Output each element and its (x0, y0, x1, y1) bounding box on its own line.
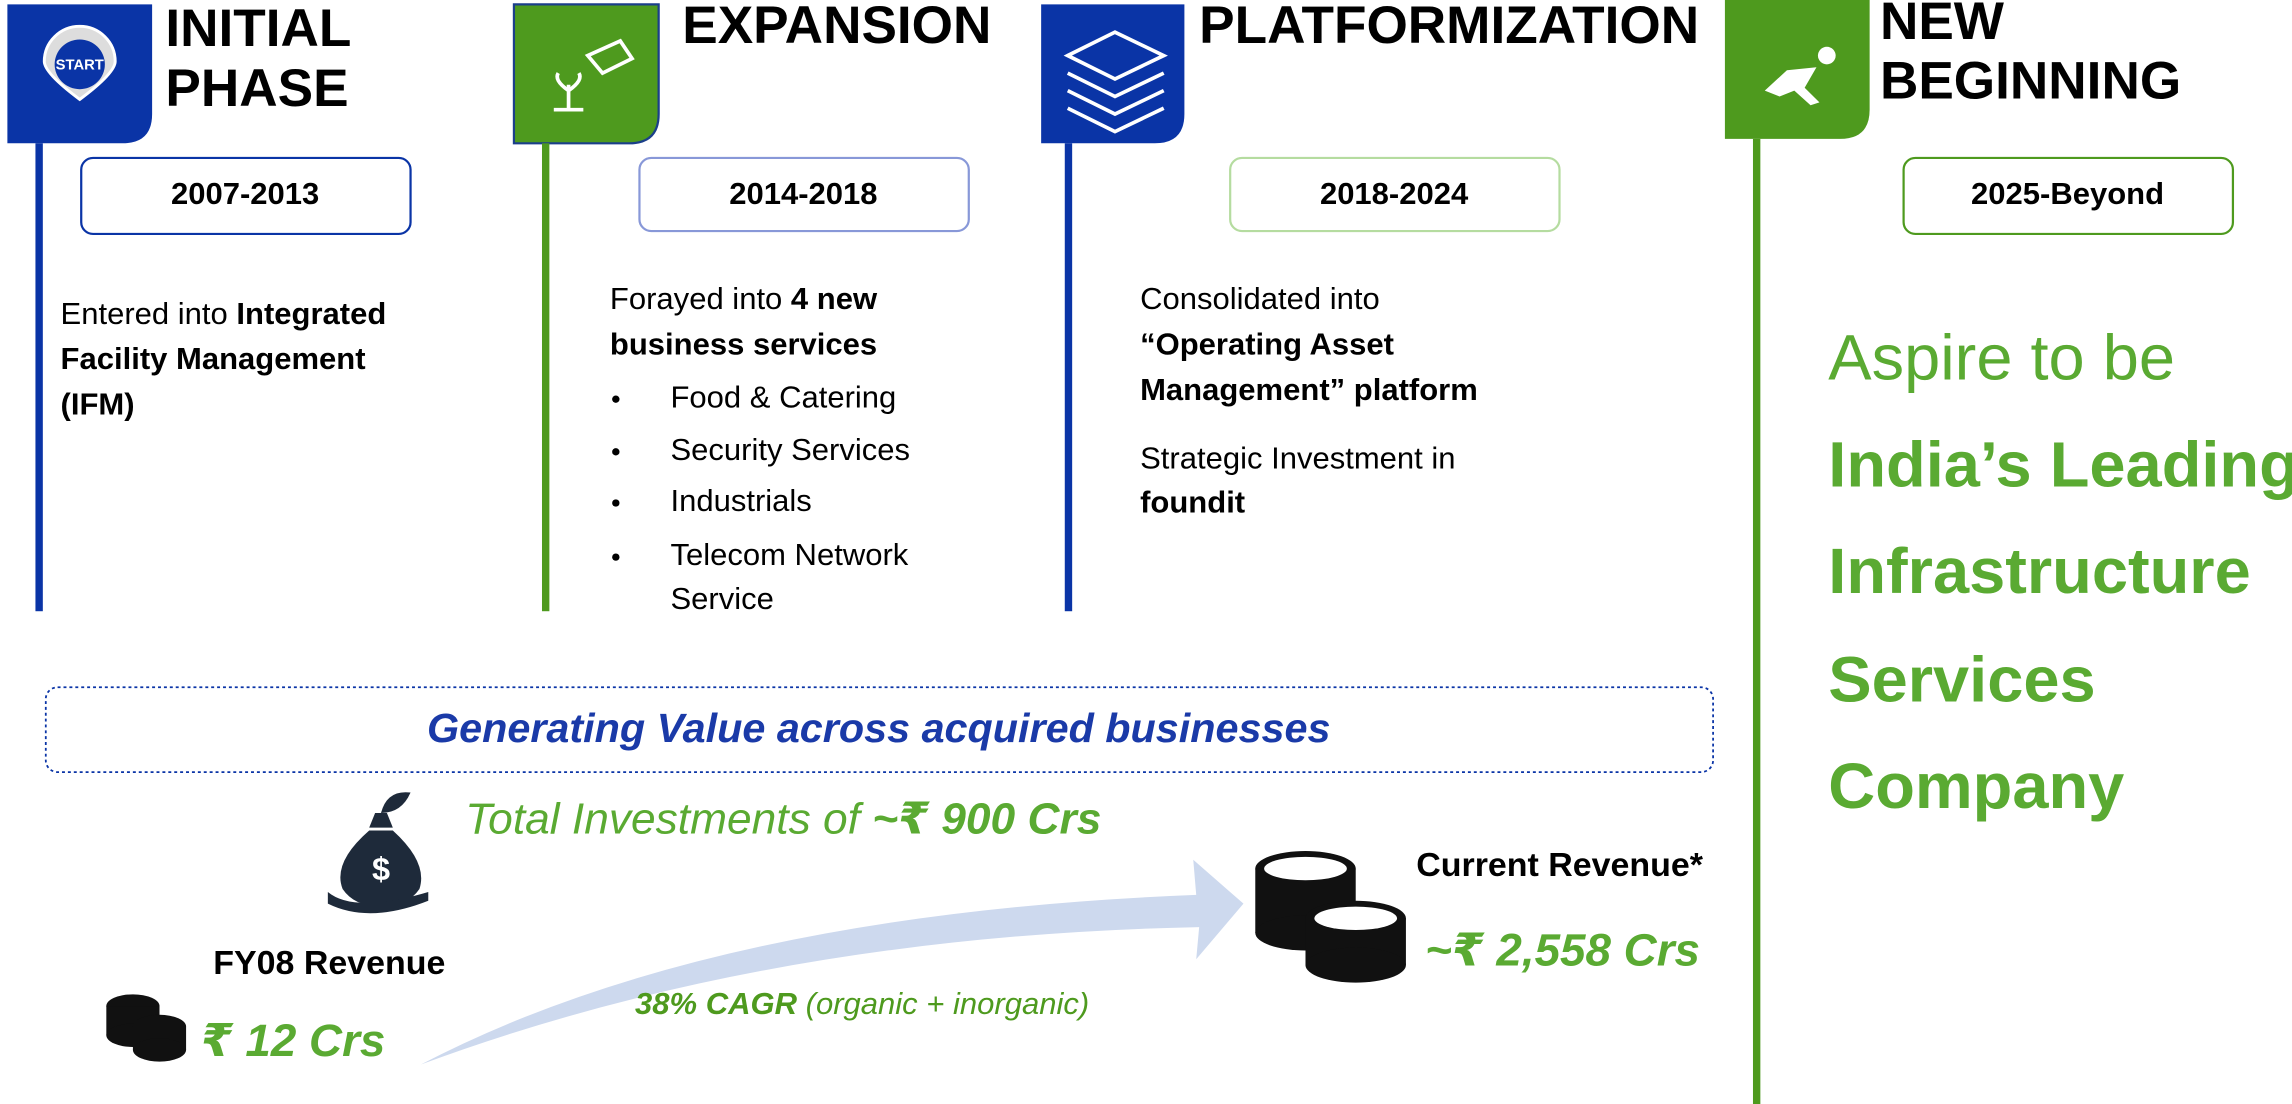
description-bold: 4 new (791, 281, 878, 316)
phase-icon-box (512, 3, 660, 145)
phase-title: PLATFORMIZATION (1199, 0, 1699, 55)
description-bold: “Operating Asset (1140, 327, 1394, 362)
description-line: Consolidated into (1140, 281, 1380, 316)
fy08-value: ₹ 12 Crs (201, 1015, 386, 1066)
investment: Total Investments of ~₹ 900 Crs (465, 795, 1101, 844)
investment-bold: ~₹ 900 Crs (872, 795, 1101, 844)
phase-title: EXPANSION (682, 0, 991, 55)
description-text: Entered into (61, 296, 237, 331)
dollar: $ (372, 851, 390, 887)
bullet-text: Industrials (670, 483, 811, 518)
watering-icon (553, 38, 635, 112)
bullet (612, 499, 620, 507)
description-text: Strategic Investment in (1140, 441, 1455, 476)
description-text: Forayed into (610, 281, 791, 316)
bullet-text: Security Services (670, 432, 910, 467)
cagr-text: (organic + inorganic) (797, 986, 1089, 1021)
description-line: “Operating Asset (1140, 327, 1394, 362)
description-bold: foundit (1140, 485, 1245, 520)
years: 2014-2018 (729, 176, 877, 211)
description-line: Entered into Integrated (61, 296, 387, 331)
phase-line (1752, 138, 1761, 1104)
aspire-text: Aspire to be (1828, 321, 2175, 394)
description-bold: Integrated (236, 296, 386, 331)
aspire-bold: Infrastructure (1828, 534, 2250, 607)
start-circle (54, 39, 105, 90)
runner-icon (1764, 46, 1836, 106)
phase-title: PHASE (165, 59, 348, 118)
description-line: foundit (1140, 485, 1245, 520)
years-box (1229, 156, 1561, 233)
bullet-text: Food & Catering (670, 379, 896, 414)
phase-title: NEW (1880, 0, 2004, 51)
cagr-bold: 38% CAGR (635, 986, 798, 1021)
years: 2007-2013 (171, 176, 319, 211)
years-box (1902, 156, 2235, 236)
coin-face (1314, 906, 1398, 930)
layers-icon (1063, 30, 1168, 134)
years-box (638, 156, 970, 233)
current-label: Current Revenue* (1416, 846, 1704, 884)
coins-small (106, 994, 187, 1062)
phase-icon-box (1041, 4, 1185, 144)
years: 2018-2024 (1320, 176, 1468, 211)
description-line: Forayed into 4 new (610, 281, 878, 316)
banner-box (44, 686, 1714, 773)
current-value: ~₹ 2,558 Crs (1425, 925, 1700, 976)
description-line: business services (610, 327, 877, 362)
fy08-label: FY08 Revenue (213, 944, 445, 982)
cagr: 38% CAGR (organic + inorganic) (635, 986, 1089, 1021)
bullet (612, 395, 620, 403)
description-bold: Management” platform (1140, 372, 1478, 407)
phase-line (1064, 143, 1073, 612)
description-bold: (IFM) (61, 387, 135, 422)
years-box (80, 156, 412, 236)
description-line: Strategic Investment in (1140, 441, 1455, 476)
phase-line (35, 143, 43, 612)
phase-title: BEGINNING (1880, 52, 2181, 111)
icon-text: START (56, 58, 104, 74)
description-bold: Facility Management (61, 341, 366, 376)
description-line: Facility Management (61, 341, 366, 376)
years: 2025-Beyond (1971, 176, 2164, 211)
description-text: Consolidated into (1140, 281, 1380, 316)
description-line: Management” platform (1140, 372, 1478, 407)
bullet (612, 553, 620, 561)
bullet (612, 448, 620, 456)
phase-line (541, 143, 550, 612)
growth-arrow (420, 859, 1244, 1065)
phase-title: INITIAL (165, 0, 351, 58)
aspire-bold: Company (1828, 749, 2124, 822)
bullet-text: Service (670, 581, 773, 616)
coin-face (1264, 856, 1347, 881)
money-bag-icon (327, 792, 429, 914)
investment-text: Total Investments of (465, 795, 872, 844)
aspire-bold: India’s Leading (1828, 428, 2292, 501)
description-bold: business services (610, 327, 877, 362)
description-line: (IFM) (61, 387, 135, 422)
banner: Generating Value across acquired busines… (427, 705, 1330, 751)
aspire-bold: Services (1828, 643, 2095, 716)
bullet-text: Telecom Network (670, 537, 908, 572)
